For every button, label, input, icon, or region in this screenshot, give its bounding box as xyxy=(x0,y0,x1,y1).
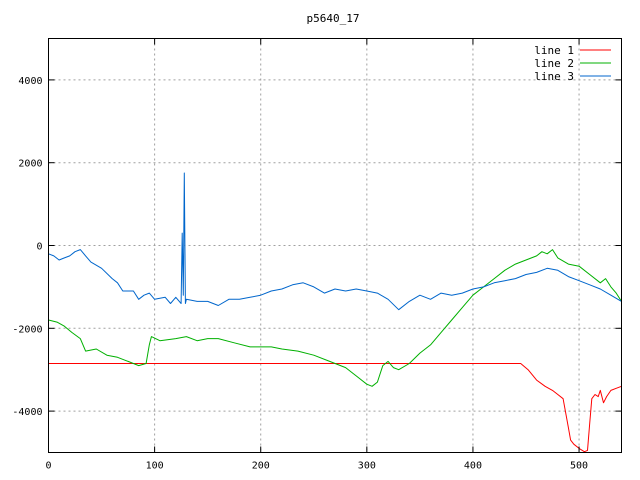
series-line-2 xyxy=(48,249,622,387)
x-tick-label: 400 xyxy=(464,461,482,472)
series-line-1 xyxy=(48,363,622,453)
y-tick-label: -2000 xyxy=(12,324,42,335)
grid xyxy=(48,38,622,453)
y-tick-label: 0 xyxy=(36,242,42,253)
x-tick-label: 500 xyxy=(570,461,588,472)
y-tick-label: 4000 xyxy=(18,76,42,87)
legend-label-1: line 1 xyxy=(534,44,574,57)
axis-ticks: 0 100 200 300 400 500 -4000 -2000 0 2000 4000 xyxy=(12,38,622,472)
chart-title: p5640_17 xyxy=(307,12,360,25)
series-lines xyxy=(48,172,622,453)
x-tick-label: 200 xyxy=(252,461,270,472)
x-tick-label: 100 xyxy=(146,461,164,472)
x-tick-label: 0 xyxy=(45,461,51,472)
y-tick-label: 2000 xyxy=(18,159,42,170)
legend-label-3: line 3 xyxy=(534,70,574,83)
y-tick-label: -4000 xyxy=(12,407,42,418)
x-tick-label: 300 xyxy=(358,461,376,472)
legend-label-2: line 2 xyxy=(534,57,574,70)
series-line-3 xyxy=(48,172,622,311)
